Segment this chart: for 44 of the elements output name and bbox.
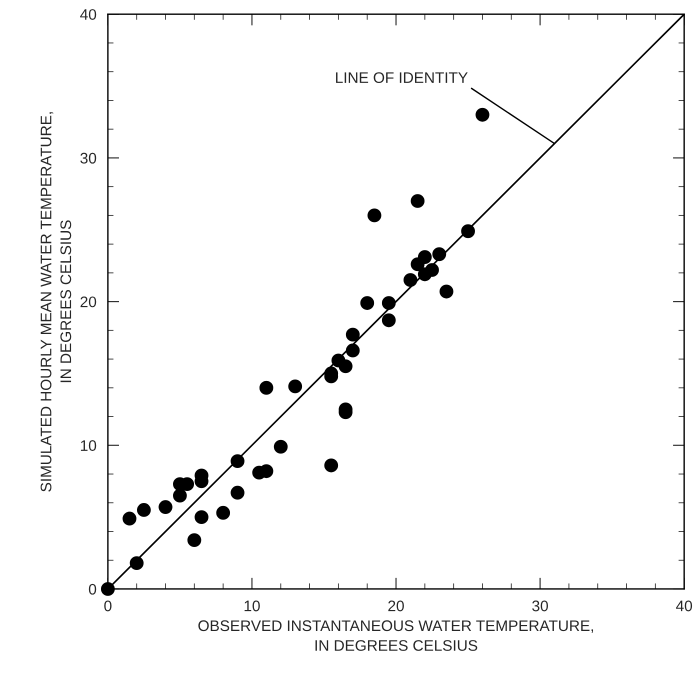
x-tick-label: 10 bbox=[244, 600, 260, 612]
point bbox=[432, 247, 446, 262]
point bbox=[440, 284, 454, 298]
point bbox=[130, 556, 144, 570]
point bbox=[461, 224, 475, 238]
x-tick-label: 20 bbox=[388, 600, 404, 612]
point bbox=[404, 273, 418, 287]
point bbox=[259, 380, 274, 395]
point bbox=[288, 379, 302, 394]
x-tick-label: 0 bbox=[104, 600, 112, 612]
point bbox=[476, 108, 490, 122]
point bbox=[382, 296, 396, 310]
x-tick-label: 30 bbox=[532, 600, 548, 612]
annotation: LINE OF IDENTITY bbox=[336, 72, 468, 84]
point bbox=[136, 503, 151, 517]
y-tick-label: 30 bbox=[80, 152, 96, 164]
point bbox=[346, 328, 360, 342]
point bbox=[360, 296, 374, 310]
y-axis-title: SIMULATED HOURLY MEAN WATER TEMPERATURE, IN DEGREES CELSIUS bbox=[40, 112, 72, 492]
point bbox=[382, 313, 396, 328]
point bbox=[324, 458, 338, 472]
point bbox=[230, 454, 244, 468]
point bbox=[418, 250, 432, 264]
y-tick-label: 10 bbox=[80, 440, 96, 451]
point bbox=[368, 208, 382, 222]
point bbox=[100, 582, 115, 596]
point bbox=[346, 344, 360, 358]
y-tick-label: 20 bbox=[80, 296, 96, 308]
point bbox=[187, 533, 202, 548]
point bbox=[338, 359, 353, 374]
point bbox=[158, 500, 172, 514]
point bbox=[259, 464, 274, 478]
y-tick-label: 0 bbox=[88, 584, 96, 595]
point bbox=[173, 488, 187, 502]
x-tick-label: 40 bbox=[676, 600, 692, 612]
y-tick-label: 40 bbox=[80, 9, 96, 20]
point bbox=[425, 263, 439, 277]
point bbox=[410, 194, 425, 208]
point bbox=[230, 486, 244, 500]
point bbox=[274, 440, 288, 454]
point bbox=[216, 506, 230, 520]
x-axis-title: OBSERVED INSTANTANEOUS WATER TEMPERATURE, IN DEGREES CELSIUS bbox=[198, 620, 594, 651]
point bbox=[122, 512, 136, 526]
point bbox=[194, 510, 208, 524]
